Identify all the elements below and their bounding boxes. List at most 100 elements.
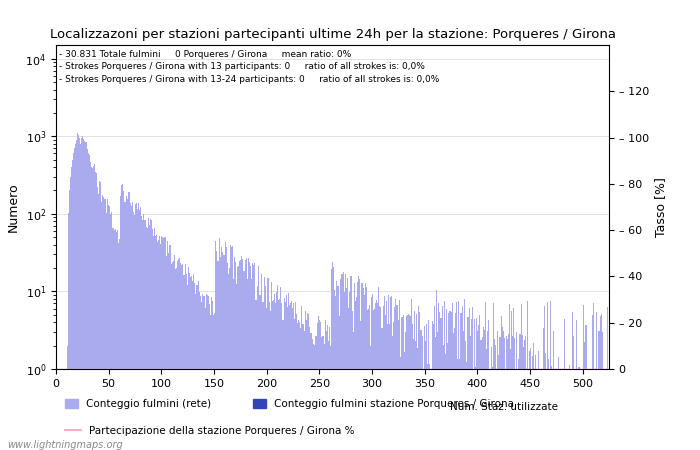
Bar [181, 266, 183, 450]
Bar [250, 266, 251, 450]
Bar [474, 319, 475, 450]
Bar [117, 230, 118, 450]
Bar [173, 261, 174, 450]
Bar [346, 278, 348, 450]
Bar [547, 302, 548, 450]
Bar [368, 309, 369, 450]
Bar [413, 339, 414, 450]
Bar [378, 287, 379, 450]
Bar [519, 334, 521, 450]
Bar [73, 153, 74, 450]
Bar [241, 256, 242, 450]
Bar [125, 196, 127, 450]
Bar [528, 369, 529, 450]
Bar [228, 274, 229, 450]
Bar [355, 301, 356, 450]
Bar [373, 310, 374, 450]
Bar [187, 285, 188, 450]
Bar [601, 332, 603, 450]
Bar [315, 336, 316, 450]
Bar [394, 307, 395, 450]
Bar [71, 167, 72, 450]
Bar [492, 367, 493, 450]
Bar [209, 304, 210, 450]
Bar [216, 251, 217, 450]
Bar [317, 323, 318, 450]
Bar [115, 229, 116, 450]
Bar [310, 333, 311, 450]
Bar [104, 199, 106, 450]
Bar [263, 277, 265, 450]
Bar [563, 369, 564, 450]
Bar [142, 220, 144, 450]
Bar [514, 338, 515, 450]
Bar [334, 290, 335, 450]
Bar [350, 276, 351, 450]
Bar [564, 319, 565, 450]
Bar [292, 308, 293, 450]
Bar [295, 302, 296, 450]
Bar [453, 333, 454, 450]
Bar [328, 341, 329, 450]
Bar [333, 267, 334, 450]
Bar [545, 353, 546, 450]
Bar [358, 276, 359, 450]
Bar [146, 228, 148, 450]
Bar [342, 272, 344, 450]
Bar [573, 336, 574, 450]
Bar [351, 276, 352, 450]
Title: Localizzazoni per stazioni partecipanti ultime 24h per la stazione: Porqueres / : Localizzazoni per stazioni partecipanti … [50, 28, 615, 41]
Bar [256, 300, 257, 450]
Bar [177, 261, 178, 450]
Bar [447, 343, 448, 450]
Bar [480, 340, 482, 450]
Bar [83, 139, 85, 450]
Bar [253, 265, 254, 450]
Bar [284, 298, 285, 450]
Bar [129, 192, 130, 450]
Bar [538, 351, 540, 450]
Bar [367, 310, 368, 450]
Bar [159, 236, 160, 450]
Bar [488, 320, 489, 450]
Bar [326, 331, 327, 450]
Bar [497, 332, 498, 450]
Bar [555, 369, 556, 450]
Bar [304, 311, 306, 450]
Bar [559, 369, 561, 450]
Bar [561, 369, 563, 450]
Bar [521, 304, 522, 450]
Bar [404, 352, 405, 450]
Bar [196, 284, 197, 450]
Bar [218, 261, 219, 450]
Bar [466, 361, 467, 450]
Bar [316, 337, 317, 450]
Bar [188, 267, 189, 450]
Bar [208, 296, 209, 450]
Bar [406, 316, 407, 450]
Bar [58, 369, 60, 450]
Bar [272, 302, 273, 450]
Bar [569, 365, 570, 450]
Bar [605, 369, 606, 450]
Bar [56, 369, 57, 450]
Bar [189, 274, 190, 450]
Bar [431, 369, 432, 450]
Bar [340, 279, 342, 450]
Bar [227, 263, 228, 450]
Bar [374, 309, 375, 450]
Bar [215, 241, 216, 450]
Bar [491, 347, 492, 450]
Bar [408, 314, 409, 450]
Bar [356, 297, 357, 450]
Bar [349, 292, 350, 450]
Bar [275, 302, 276, 450]
Bar [244, 260, 246, 450]
Bar [174, 255, 175, 450]
Bar [57, 369, 58, 450]
Bar [598, 330, 599, 450]
Bar [79, 138, 81, 450]
Bar [554, 369, 555, 450]
Bar [78, 135, 79, 450]
Bar [424, 326, 425, 450]
